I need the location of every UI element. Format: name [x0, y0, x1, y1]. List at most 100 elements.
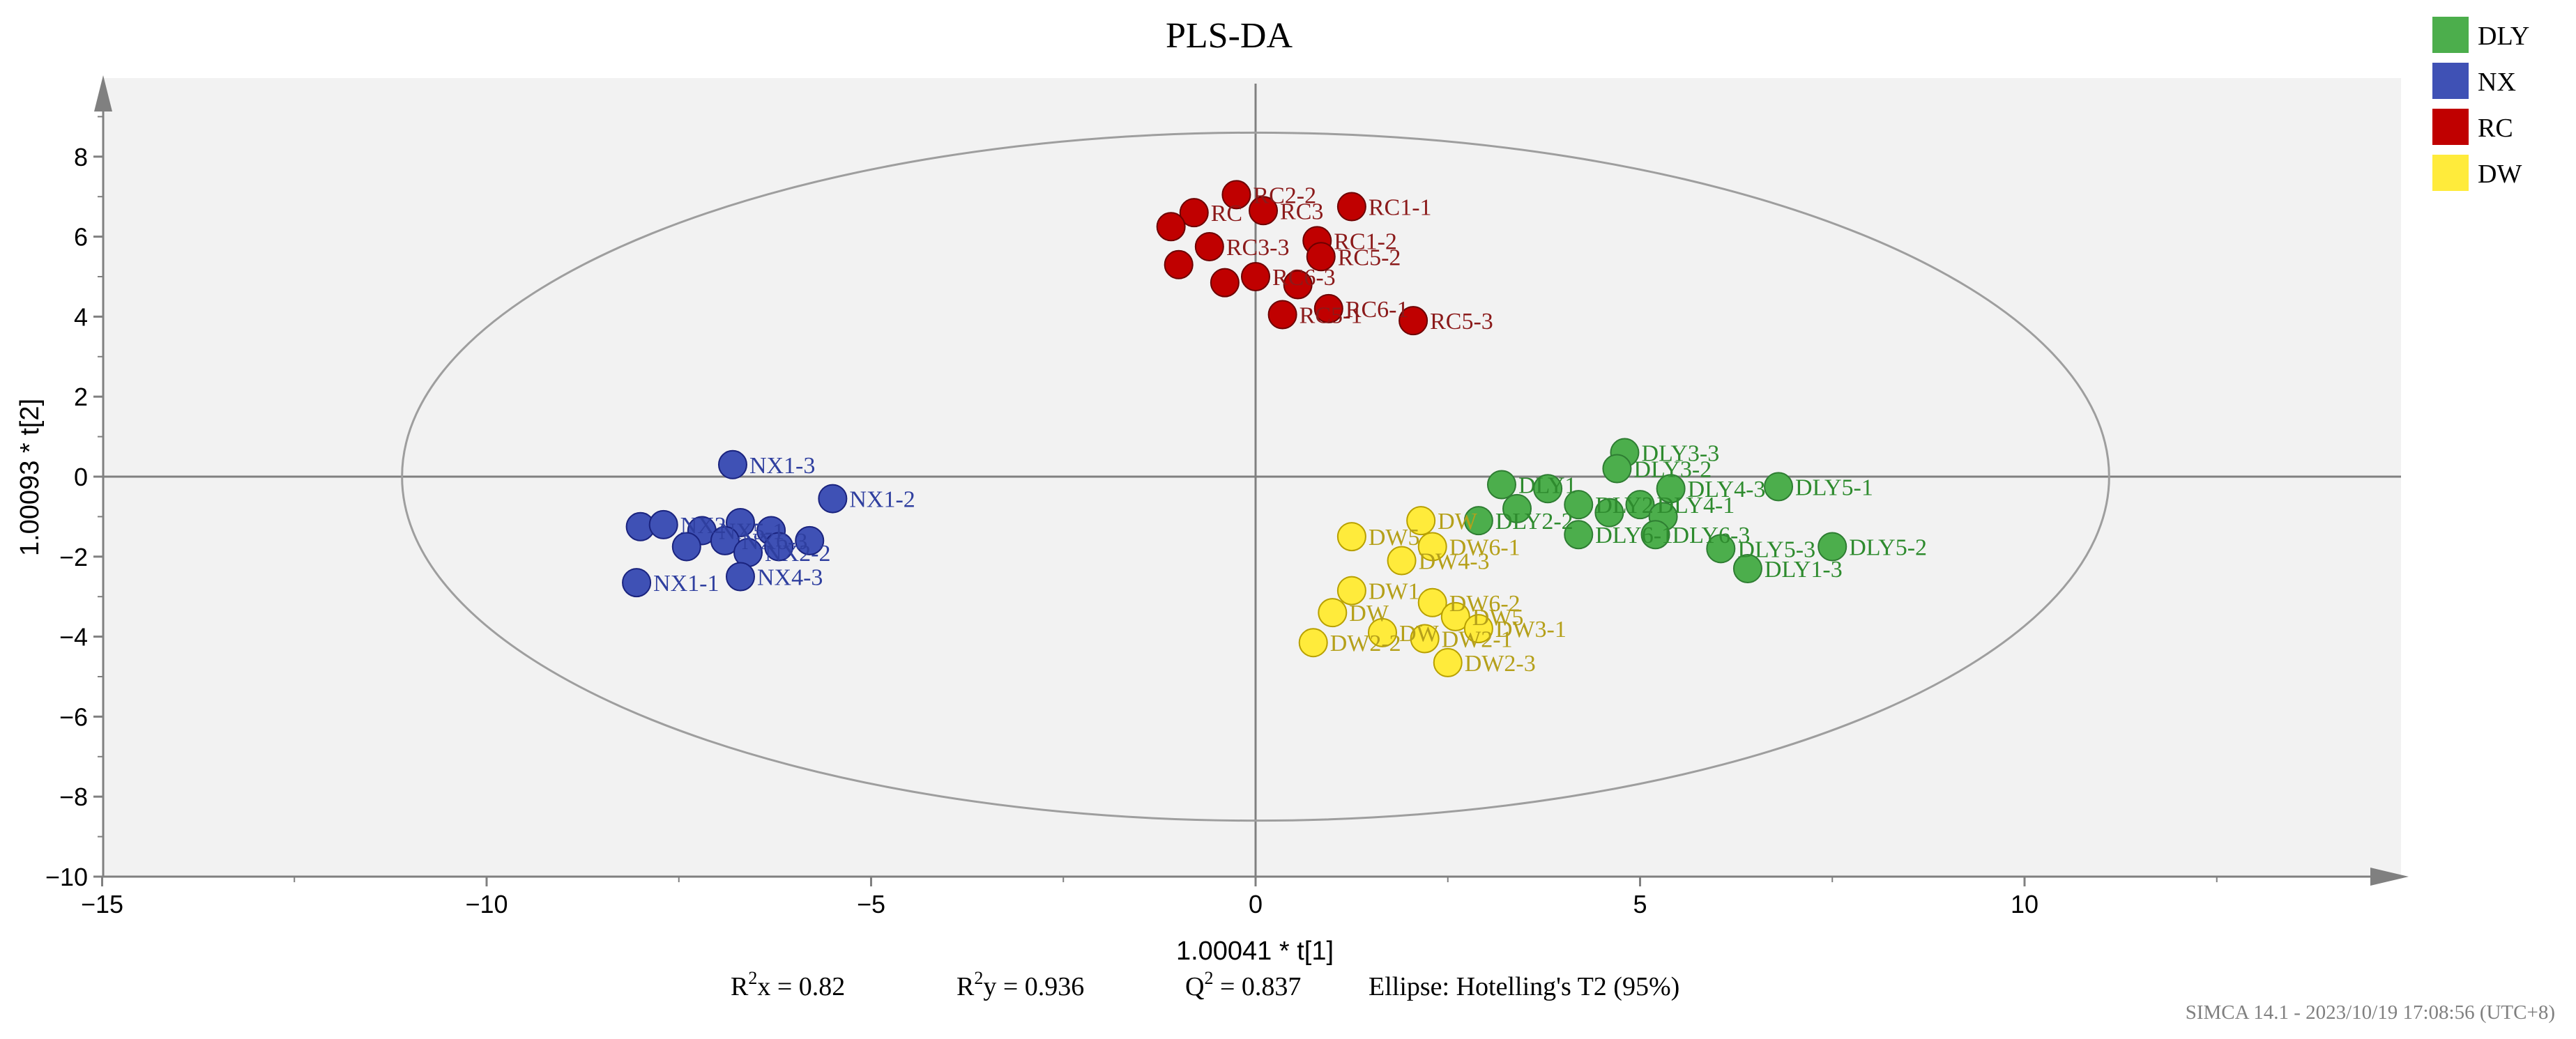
point-dly [1564, 490, 1594, 520]
point-label-rc: RC3-3 [1226, 235, 1290, 261]
point-dw [1406, 506, 1436, 536]
point-dly [1625, 490, 1655, 520]
point-label-dw: DW [1399, 621, 1440, 647]
point-dw [1318, 598, 1348, 628]
r2x-stat: R2x = 0.82 [731, 968, 845, 1001]
y-tick-label: −2 [59, 543, 88, 571]
point-label-rc: RC6-3 [1272, 265, 1336, 291]
point-dly [1732, 554, 1762, 584]
point-label-nx: NX1-3 [749, 453, 815, 479]
point-label-rc: RC [1211, 201, 1242, 226]
point-nx [717, 449, 747, 479]
y-tick-label: −6 [59, 702, 88, 731]
point-dw [1336, 522, 1366, 552]
y-tick-label: −10 [45, 863, 88, 891]
point-label-dly: DLY4-3 [1688, 477, 1766, 502]
x-tick-label: 10 [2011, 890, 2038, 918]
y-tick-label: −4 [59, 623, 88, 652]
point-label-nx: NX1-2 [849, 487, 915, 513]
x-tick-label: −5 [857, 890, 885, 918]
model-stats: R2x = 0.82 R2y = 0.936 Q2 = 0.837 Ellips… [731, 968, 1679, 1001]
x-tick-label: 0 [1249, 890, 1263, 918]
point-label-dly: DLY5-3 [1737, 537, 1815, 562]
point-dw [1417, 587, 1447, 617]
point-rc [1210, 268, 1240, 298]
point-dw [1433, 647, 1463, 677]
point-dly [1564, 520, 1594, 550]
y-tick-label: 2 [74, 383, 88, 411]
x-axis-title: 1.00041 * t[1] [1176, 937, 1334, 966]
point-label-rc: RC1-1 [1369, 195, 1432, 221]
point-rc [1313, 293, 1343, 323]
point-dly [1602, 454, 1632, 484]
point-rc [1241, 262, 1270, 291]
point-label-dly: DLY5-1 [1795, 475, 1873, 500]
ellipse-caption: Ellipse: Hotelling's T2 (95%) [1369, 972, 1679, 1001]
point-label-dly: DLY3-2 [1633, 457, 1712, 483]
point-label-dw: DW [1438, 509, 1478, 534]
point-label-dly: DLY2-2 [1495, 509, 1573, 534]
point-label-dw: DW2-1 [1442, 626, 1513, 652]
y-tick-label: −8 [59, 783, 88, 811]
point-label-dly: DLY1 [1518, 472, 1576, 498]
point-label-dly: DLY3-3 [1641, 441, 1719, 467]
legend-swatch-dw [2432, 155, 2469, 191]
x-tick-label: −15 [81, 890, 123, 918]
point-dly [1533, 474, 1563, 504]
point-label-rc: RC6-1 [1346, 297, 1409, 323]
legend-swatch-dly [2432, 17, 2469, 53]
point-label-nx: NX4-3 [757, 565, 823, 591]
point-label-rc: RC5-2 [1338, 245, 1401, 270]
point-dly [1764, 472, 1794, 502]
point-label-dw: DW1 [1369, 579, 1420, 605]
point-dw [1298, 628, 1328, 658]
point-dly [1502, 493, 1532, 523]
legend-label-nx: NX [2478, 68, 2516, 97]
point-dw [1410, 624, 1440, 654]
point-dly [1486, 470, 1516, 500]
point-label-nx: NX6-3 [742, 529, 807, 555]
legend: DLY NX RC DW [2432, 17, 2529, 191]
legend-label-dly: DLY [2478, 22, 2529, 51]
point-nx [818, 484, 848, 514]
q2-stat: Q2 = 0.837 [1185, 968, 1301, 1001]
legend-label-rc: RC [2478, 114, 2513, 143]
point-label-nx: NX1-1 [653, 571, 719, 597]
point-nx [648, 509, 678, 539]
point-label-dw: DW2-3 [1465, 651, 1536, 677]
point-dly [1656, 474, 1686, 504]
point-label-nx: NX2 [680, 513, 726, 539]
y-axis-arrow [94, 75, 112, 111]
point-label-dw: DW6-1 [1449, 534, 1521, 560]
point-dly [1640, 520, 1670, 550]
point-nx [671, 532, 701, 562]
point-label-dly: DLY2 [1595, 493, 1653, 518]
r2y-stat: R2y = 0.936 [957, 968, 1084, 1001]
point-dw [1367, 617, 1397, 647]
point-rc [1249, 196, 1279, 226]
point-label-nx: NX2-2 [765, 541, 830, 567]
point-label-dw: DW4-3 [1419, 549, 1490, 575]
point-dly [1817, 532, 1847, 562]
point-dw [1336, 576, 1366, 606]
y-tick-label: 8 [74, 143, 88, 171]
point-label-rc: RC3 [1280, 199, 1323, 224]
point-rc [1179, 198, 1209, 228]
point-rc [1164, 249, 1194, 279]
point-label-dw: DW3-1 [1495, 617, 1567, 642]
point-rc [1156, 212, 1186, 242]
point-rc [1306, 242, 1336, 272]
point-dw [1387, 546, 1417, 576]
hotelling-ellipse-layer [401, 131, 2110, 822]
point-label-dw: DW6-2 [1449, 591, 1521, 617]
point-rc [1398, 306, 1428, 336]
point-label-dly: DLY6-3 [1672, 523, 1751, 548]
point-label-nx: NX5-1 [719, 518, 784, 544]
chart-title: PLS-DA [1166, 16, 1293, 56]
point-dly [1594, 498, 1624, 528]
point-label-dly: DLY6-1 [1595, 523, 1673, 548]
point-rc [1336, 192, 1366, 222]
